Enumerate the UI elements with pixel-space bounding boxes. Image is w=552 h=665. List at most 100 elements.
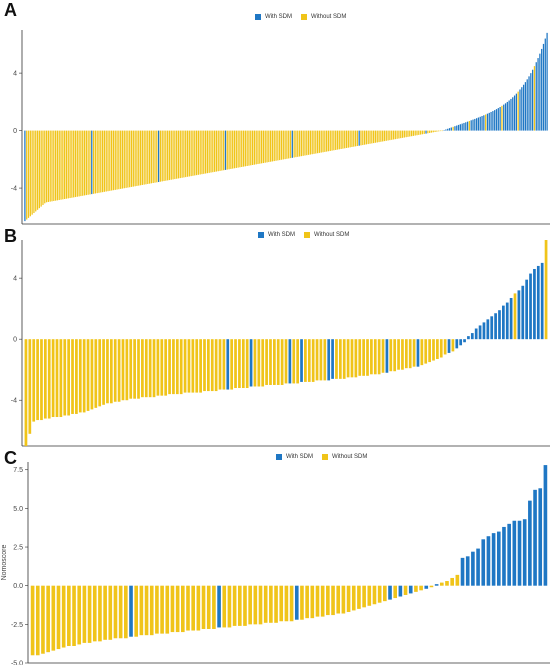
bar xyxy=(51,339,55,418)
bar xyxy=(40,339,43,421)
bar xyxy=(179,339,183,395)
bar xyxy=(67,585,71,646)
bar xyxy=(372,585,377,605)
bar-chart-b: -4 0 4 Nomoscore xyxy=(0,240,550,447)
bar xyxy=(530,73,532,131)
bar xyxy=(141,339,144,398)
bar xyxy=(513,95,516,131)
bar xyxy=(107,130,109,192)
bar xyxy=(199,339,202,393)
bar xyxy=(496,531,501,586)
bar xyxy=(243,585,247,626)
bar xyxy=(472,119,474,131)
bar xyxy=(311,130,313,155)
bar xyxy=(537,58,539,131)
bar xyxy=(383,585,387,602)
bar xyxy=(129,130,131,188)
bar xyxy=(367,585,372,606)
bar xyxy=(297,130,299,157)
legend-swatch-without xyxy=(304,232,310,238)
bar xyxy=(362,130,364,146)
bar xyxy=(268,130,270,163)
bar xyxy=(522,84,525,131)
bar xyxy=(445,129,447,131)
bar xyxy=(85,130,87,196)
bar xyxy=(181,130,183,178)
bar xyxy=(230,339,234,390)
bar xyxy=(274,585,278,623)
bar xyxy=(194,130,196,176)
bar xyxy=(505,302,509,340)
bar xyxy=(138,130,140,186)
bar xyxy=(82,130,84,196)
bar xyxy=(501,105,503,131)
bar xyxy=(304,130,306,156)
bar xyxy=(525,279,529,340)
bar xyxy=(214,130,216,172)
bar xyxy=(319,339,323,381)
y-tick-label: 4 xyxy=(13,71,17,78)
bar xyxy=(250,130,252,166)
bar xyxy=(495,109,498,131)
bar xyxy=(284,585,289,622)
bar xyxy=(134,585,139,637)
y-axis-label: Nomoscore xyxy=(0,109,2,145)
bar xyxy=(241,339,245,389)
bar xyxy=(401,339,404,370)
bar xyxy=(124,585,128,639)
bar xyxy=(331,585,335,616)
bar xyxy=(326,585,330,616)
bar xyxy=(230,130,232,169)
bar xyxy=(257,130,259,165)
bar xyxy=(156,339,160,396)
bar xyxy=(342,130,344,149)
bar xyxy=(201,585,206,629)
bar xyxy=(163,130,165,182)
bar xyxy=(432,130,434,133)
bar xyxy=(329,130,331,151)
bar xyxy=(544,240,548,340)
bar xyxy=(351,130,353,148)
bar xyxy=(242,130,245,167)
bar xyxy=(360,130,362,146)
bar xyxy=(398,130,400,139)
bar xyxy=(277,130,279,161)
bar xyxy=(221,130,223,171)
bar xyxy=(485,114,487,131)
bar xyxy=(172,130,174,180)
bar xyxy=(397,339,400,370)
y-tick-label: 2.5 xyxy=(13,545,23,552)
bar xyxy=(38,130,40,209)
bar xyxy=(47,339,51,419)
bar xyxy=(262,130,265,164)
bar xyxy=(69,130,71,199)
bar xyxy=(191,585,195,631)
bar xyxy=(282,130,284,160)
bar xyxy=(98,585,102,642)
bar xyxy=(46,585,50,653)
bar xyxy=(212,130,214,173)
bar xyxy=(447,339,451,353)
bar xyxy=(280,339,284,385)
y-tick-label: 4 xyxy=(13,276,17,283)
panel-b: B With SDM Without SDM -4 0 4 Nomoscore xyxy=(0,226,552,448)
bar xyxy=(74,130,77,198)
bar xyxy=(270,130,272,162)
y-tick-label: -5.0 xyxy=(11,661,23,665)
bar xyxy=(186,130,189,177)
bar xyxy=(26,130,28,220)
bar xyxy=(420,339,424,366)
panel-letter: A xyxy=(4,0,17,20)
panel-letter: C xyxy=(4,448,17,468)
bar xyxy=(506,101,508,131)
legend-swatch-with xyxy=(276,454,282,460)
bar xyxy=(382,130,384,142)
bar xyxy=(117,339,121,402)
bar xyxy=(207,339,210,392)
bar xyxy=(378,130,380,143)
bar xyxy=(331,339,334,379)
bar xyxy=(300,585,304,620)
bar xyxy=(67,339,70,416)
bar xyxy=(82,339,86,413)
bar xyxy=(54,130,57,201)
